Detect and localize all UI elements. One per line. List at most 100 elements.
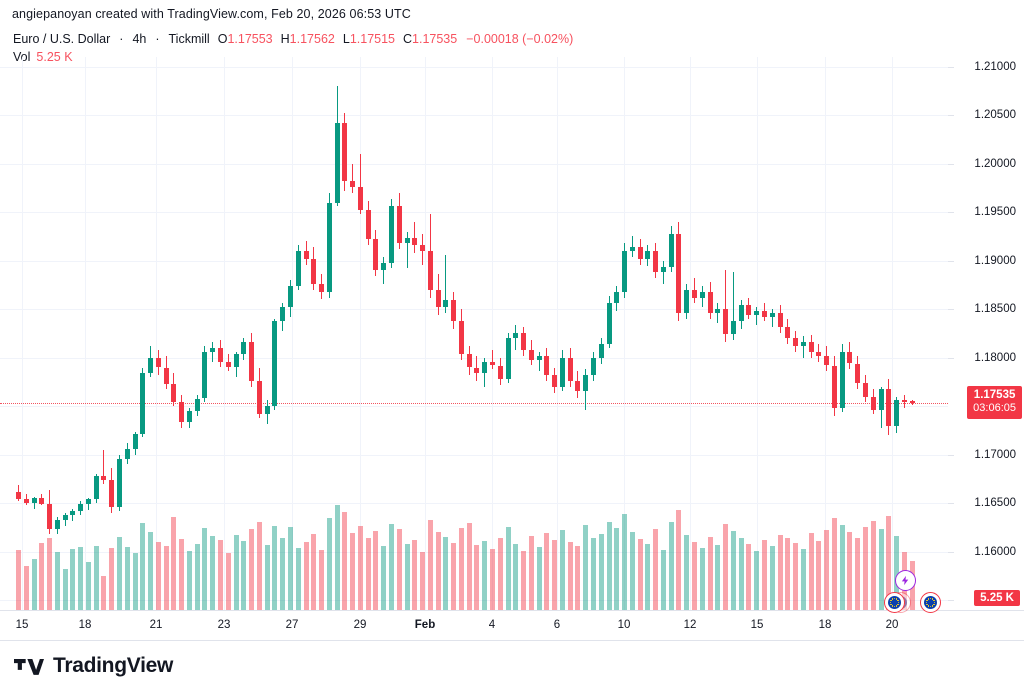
volume-bar xyxy=(793,543,799,610)
volume-bar xyxy=(280,538,286,610)
candle-wick xyxy=(406,231,408,269)
legend-symbol[interactable]: Euro / U.S. Dollar xyxy=(13,32,111,46)
volume-bar xyxy=(225,552,231,610)
volume-bar xyxy=(218,540,224,610)
tradingview-logo[interactable]: TradingView xyxy=(14,654,173,678)
candle-wick xyxy=(103,449,105,484)
gridline-horizontal xyxy=(0,503,948,505)
gridline-vertical xyxy=(85,57,86,610)
candle-wick xyxy=(717,303,719,323)
candle-body xyxy=(637,247,643,259)
candle-body xyxy=(78,504,84,512)
time-axis-tick: 10 xyxy=(617,619,631,631)
volume-bar xyxy=(761,540,767,610)
volume-bar xyxy=(249,529,255,610)
volume-bar xyxy=(886,515,892,610)
candle-body xyxy=(793,338,799,347)
candle-body xyxy=(474,367,480,374)
candle-wick xyxy=(732,272,734,341)
volume-bar xyxy=(78,546,84,610)
candle-body xyxy=(396,206,402,244)
price-tick-mark xyxy=(948,260,954,262)
price-axis[interactable]: 1.21000 1.20500 1.20000 1.19500 1.19000 1.185… xyxy=(948,57,1024,610)
candle-body xyxy=(528,350,534,360)
candle-body xyxy=(264,406,270,415)
candle-body xyxy=(218,348,224,362)
candle-wick xyxy=(445,254,447,314)
gridline-horizontal xyxy=(0,600,948,602)
legend-low-value: 1.17515 xyxy=(349,32,395,46)
volume-bar xyxy=(373,530,379,610)
volume-bar xyxy=(567,542,573,610)
gridline-vertical xyxy=(892,57,893,610)
volume-bar xyxy=(847,531,853,610)
gridline-vertical xyxy=(690,57,691,610)
candle-body xyxy=(676,233,682,314)
candle-body xyxy=(427,251,433,290)
volume-bar xyxy=(723,524,729,610)
eu-flag-event-2-icon[interactable] xyxy=(920,592,941,613)
volume-bar xyxy=(210,535,216,610)
candlestick-series[interactable] xyxy=(0,57,948,610)
volume-bar xyxy=(831,517,837,610)
price-tick-mark xyxy=(948,115,954,117)
candle-body xyxy=(458,320,464,354)
candle-body xyxy=(241,342,247,354)
volume-bar xyxy=(824,530,830,610)
legend-interval[interactable]: 4h xyxy=(132,32,147,46)
candle-body xyxy=(303,251,309,259)
candle-wick xyxy=(359,154,361,215)
volume-bar xyxy=(93,546,99,610)
legend-low: L1.17515 xyxy=(343,31,395,47)
candle-body xyxy=(559,357,565,387)
economic-event-bolt-icon[interactable] xyxy=(895,570,916,591)
price-axis-tick: 1.17000 xyxy=(974,448,1016,461)
price-tick-mark xyxy=(948,454,954,456)
volume-bar xyxy=(163,546,169,610)
bar-countdown: 03:06:05 xyxy=(973,401,1016,414)
volume-bar xyxy=(699,547,705,610)
candle-body xyxy=(295,251,301,286)
volume-bar xyxy=(614,528,620,610)
candle-body xyxy=(171,383,177,403)
volume-bar xyxy=(443,536,449,610)
volume-bar xyxy=(264,545,270,610)
candle-body xyxy=(839,351,845,409)
candle-body xyxy=(124,449,130,459)
volume-bar xyxy=(388,524,394,610)
chart-plot-area[interactable] xyxy=(0,57,948,610)
volume-bar xyxy=(186,550,192,610)
candle-body xyxy=(420,245,426,251)
current-price-tag[interactable]: 1.17535 03:06:05 xyxy=(967,385,1022,419)
candle-body xyxy=(148,357,154,374)
candle-wick xyxy=(725,270,727,343)
eu-flag-event-1-icon[interactable] xyxy=(884,592,905,613)
gridline-horizontal xyxy=(0,357,948,359)
candle-body xyxy=(629,247,635,252)
volume-bar xyxy=(357,526,363,610)
volume-bar xyxy=(668,522,674,610)
volume-bar xyxy=(575,546,581,610)
gridline-horizontal xyxy=(0,551,948,553)
candle-body xyxy=(47,504,53,530)
time-axis[interactable]: 15 18 21 23 27 29 Feb 4 6 10 12 15 18 20 xyxy=(0,610,1024,641)
candle-body xyxy=(186,411,192,422)
candle-body xyxy=(699,291,705,298)
volume-value-tag[interactable]: 5.25 K xyxy=(974,590,1020,606)
candle-body xyxy=(233,353,239,368)
volume-bar xyxy=(326,517,332,610)
candle-body xyxy=(381,262,387,271)
volume-bar xyxy=(474,545,480,610)
gridline-horizontal xyxy=(0,115,948,117)
volume-bar xyxy=(412,540,418,610)
volume-bar xyxy=(738,538,744,610)
volume-bar xyxy=(707,536,713,610)
candle-body xyxy=(746,305,752,316)
volume-bar xyxy=(684,534,690,610)
price-tick-mark xyxy=(948,503,954,505)
volume-bar xyxy=(303,542,309,610)
candle-body xyxy=(210,348,216,352)
candle-body xyxy=(39,498,45,505)
candle-body xyxy=(723,309,729,335)
